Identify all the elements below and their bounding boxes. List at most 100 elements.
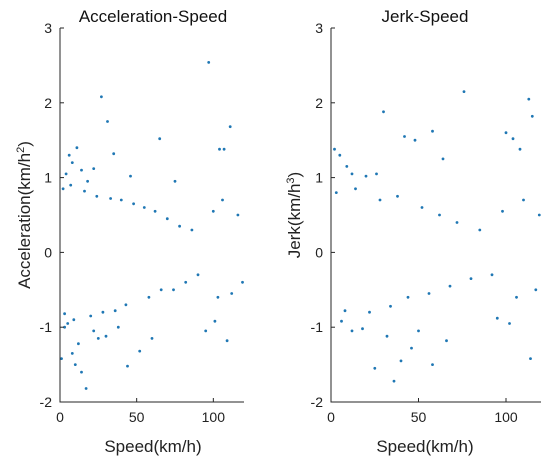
y-tick-label: 2 [44, 95, 52, 111]
data-point [373, 366, 377, 370]
data-point [420, 206, 424, 209]
data-point [225, 339, 229, 343]
axes-acceleration [59, 28, 244, 403]
data-point [60, 357, 63, 360]
data-point [106, 120, 109, 123]
data-point [350, 172, 354, 176]
data-point [159, 288, 163, 292]
data-point [410, 346, 413, 350]
data-point [515, 295, 518, 299]
data-point [537, 213, 541, 217]
data-point [92, 329, 96, 333]
y-axis-label-main: Jerk(km/h [285, 184, 304, 259]
data-point [63, 312, 66, 316]
data-point [228, 125, 232, 129]
data-point [101, 310, 105, 314]
data-point [119, 198, 123, 202]
data-point [84, 387, 88, 390]
ticks-jerk: -2 -1 0 1 2 3 0 50 100 [311, 20, 518, 425]
data-point [350, 329, 354, 333]
data-point [190, 228, 194, 232]
data-point [382, 110, 385, 114]
data-point [173, 179, 177, 183]
data-point [178, 224, 182, 228]
data-point [172, 288, 175, 292]
data-point [124, 303, 128, 307]
ticks-acceleration: -2 -1 0 1 2 3 0 50 100 [40, 20, 226, 425]
data-point [333, 147, 336, 151]
data-point [527, 97, 531, 101]
data-point [385, 334, 389, 338]
data-point [113, 309, 117, 313]
data-point [345, 165, 349, 168]
y-axis-label-acceleration: Acceleration(km/h2) [15, 141, 34, 289]
data-point [153, 209, 157, 213]
data-point [241, 280, 244, 284]
data-point [77, 342, 80, 346]
data-point [158, 137, 162, 141]
data-point [126, 364, 129, 368]
panel-acceleration-speed: Acceleration-Speed -2 -1 0 1 2 3 0 50 100 Speed(… [15, 7, 244, 456]
x-tick-label: 0 [56, 409, 64, 425]
data-point [116, 325, 120, 329]
data-point [529, 357, 532, 360]
chart-title-jerk: Jerk-Speed [382, 7, 469, 26]
data-point [504, 131, 508, 135]
data-point [455, 221, 459, 224]
data-point [86, 179, 89, 183]
y-axis-label-tail: ) [15, 141, 34, 147]
x-tick-label: 0 [327, 409, 335, 425]
data-point [438, 213, 441, 217]
data-point [211, 209, 215, 213]
data-point [406, 295, 410, 299]
data-point [338, 153, 342, 157]
data-point [100, 95, 103, 99]
data-point [222, 147, 226, 151]
y-tick-label: 1 [315, 170, 323, 186]
data-point [89, 314, 93, 318]
panel-jerk-speed: Jerk-Speed -2 -1 0 1 2 3 0 50 100 Speed(km/h) Je… [285, 7, 541, 456]
chart-title-acceleration: Acceleration-Speed [79, 7, 227, 26]
data-point [80, 370, 83, 374]
data-point [204, 329, 208, 333]
data-point [478, 228, 482, 232]
data-point [392, 379, 396, 383]
data-point [490, 273, 494, 277]
data-point [417, 329, 420, 333]
data-point [196, 273, 200, 277]
data-point [495, 316, 499, 320]
data-point [92, 167, 96, 171]
data-point [501, 209, 504, 213]
axes-jerk [330, 28, 541, 403]
data-point [138, 349, 142, 353]
data-point [403, 135, 406, 138]
x-tick-label: 100 [202, 409, 226, 425]
data-point [66, 322, 70, 325]
data-point [534, 288, 538, 292]
data-point [462, 90, 466, 93]
data-point [112, 152, 116, 156]
data-point [165, 217, 169, 221]
data-point [75, 146, 79, 150]
data-point [61, 187, 65, 191]
x-tick-label: 100 [494, 409, 518, 425]
x-axis-label-acceleration: Speed(km/h) [104, 437, 201, 456]
data-point [147, 295, 151, 299]
y-tick-label: -1 [311, 319, 324, 335]
data-point [334, 191, 338, 195]
data-point [364, 174, 368, 178]
y-tick-label: 0 [315, 244, 323, 260]
x-tick-label: 50 [129, 409, 145, 425]
data-point [109, 197, 112, 200]
data-point [375, 172, 378, 176]
data-point [129, 174, 132, 178]
data-point [413, 138, 417, 142]
y-axis-label-tail: ) [285, 172, 304, 178]
data-points-jerk [333, 90, 541, 383]
data-point [132, 202, 136, 206]
data-point [445, 339, 448, 343]
data-point [518, 147, 522, 151]
data-point [431, 363, 434, 366]
y-tick-label: 1 [44, 170, 52, 186]
data-point [213, 319, 217, 323]
